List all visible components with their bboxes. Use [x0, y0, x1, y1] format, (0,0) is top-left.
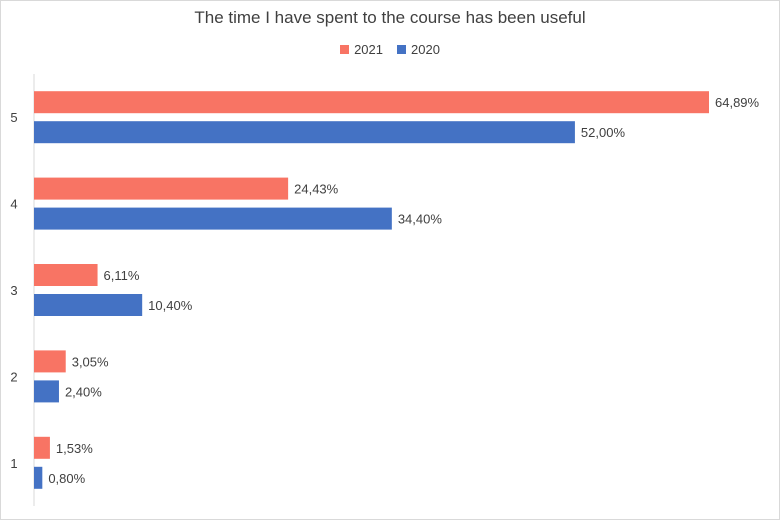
data-label-2021-4: 24,43%: [294, 182, 339, 197]
data-label-2021-2: 3,05%: [72, 354, 109, 369]
data-label-2021-5: 64,89%: [715, 95, 760, 110]
data-label-2020-4: 34,40%: [398, 212, 443, 227]
data-label-2021-1: 1,53%: [56, 441, 93, 456]
category-label-2: 2: [10, 369, 17, 384]
bar-2021-1: [34, 436, 50, 459]
data-label-2020-3: 10,40%: [148, 298, 193, 313]
bar-2020-5: [34, 121, 575, 144]
bar-2021-3: [34, 264, 98, 286]
chart-legend: 2021 2020: [0, 42, 780, 57]
legend-label-2020: 2020: [411, 42, 440, 57]
legend-swatch-2020: [397, 45, 406, 54]
bars-group: 5 64,89% 52,00% 4 24,43% 34,40% 3 6,11% 10,40% 2 3…: [10, 91, 760, 489]
legend-item-2021: 2021: [340, 42, 383, 57]
bar-2021-2: [34, 350, 66, 373]
legend-item-2020: 2020: [397, 42, 440, 57]
category-label-3: 3: [10, 283, 17, 298]
data-label-2020-2: 2,40%: [65, 384, 102, 399]
category-label-5: 5: [10, 110, 17, 125]
category-label-4: 4: [10, 197, 17, 212]
data-label-2020-5: 52,00%: [581, 125, 626, 140]
chart-title: The time I have spent to the course has …: [194, 8, 586, 27]
bar-2020-2: [34, 380, 59, 403]
bar-2021-5: [34, 91, 709, 114]
legend-label-2021: 2021: [354, 42, 383, 57]
bar-2020-3: [34, 294, 143, 316]
category-label-1: 1: [10, 456, 17, 471]
data-label-2020-1: 0,80%: [48, 471, 85, 486]
data-label-2021-3: 6,11%: [104, 268, 140, 283]
bar-2020-4: [34, 207, 392, 230]
bar-2021-4: [34, 177, 289, 200]
legend-swatch-2021: [340, 45, 350, 54]
bar-2020-1: [34, 466, 43, 489]
